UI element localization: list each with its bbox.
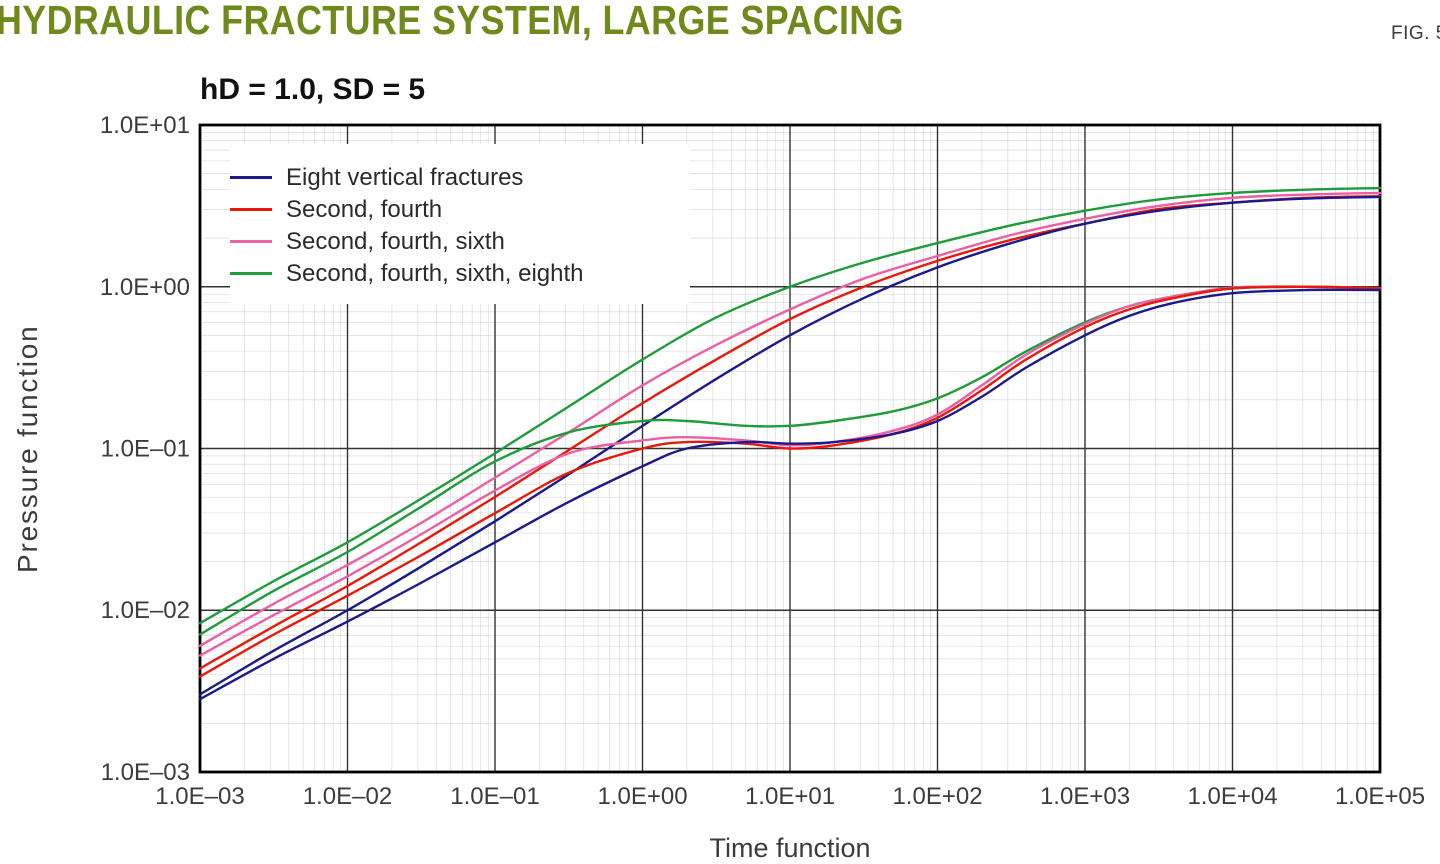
svg-text:1.0E–02: 1.0E–02: [303, 783, 392, 810]
svg-text:1.0E–03: 1.0E–03: [155, 783, 244, 810]
svg-text:1.0E+01: 1.0E+01: [745, 783, 835, 810]
svg-text:1.0E+02: 1.0E+02: [892, 783, 982, 810]
svg-text:1.0E–01: 1.0E–01: [450, 783, 539, 810]
svg-text:1.0E+04: 1.0E+04: [1187, 783, 1277, 810]
svg-text:1.0E+01: 1.0E+01: [100, 112, 190, 139]
svg-text:1.0E+05: 1.0E+05: [1335, 783, 1425, 810]
svg-text:1.0E–02: 1.0E–02: [101, 597, 190, 624]
svg-text:1.0E+00: 1.0E+00: [100, 274, 190, 301]
svg-text:1.0E+03: 1.0E+03: [1040, 783, 1130, 810]
svg-text:1.0E–03: 1.0E–03: [101, 759, 190, 786]
svg-text:1.0E–01: 1.0E–01: [101, 436, 190, 463]
svg-text:1.0E+00: 1.0E+00: [597, 783, 687, 810]
